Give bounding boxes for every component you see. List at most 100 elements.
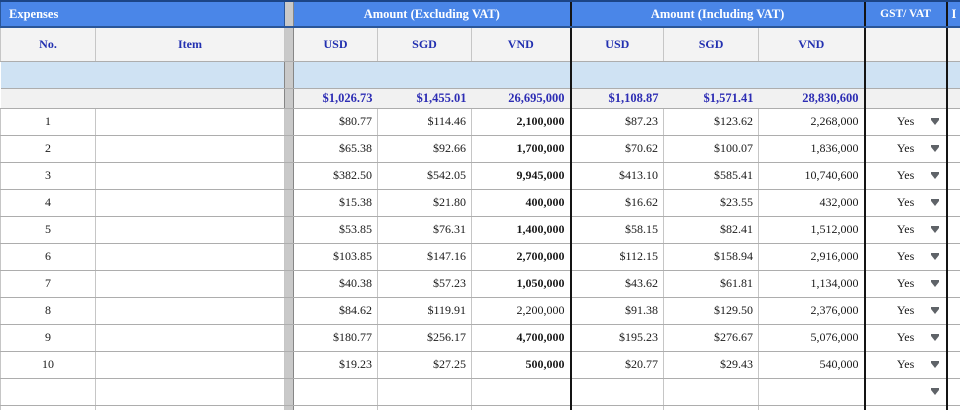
- cell-item[interactable]: [94, 162, 286, 190]
- cell-sgd-excl[interactable]: $92.66: [377, 135, 473, 163]
- col-header-usd-excl[interactable]: USD: [293, 27, 379, 62]
- cell-no[interactable]: 6: [0, 243, 96, 271]
- band-cell[interactable]: [293, 61, 571, 89]
- cell-sgd-excl[interactable]: $76.31: [377, 216, 473, 244]
- cell-usd-excl[interactable]: $40.38: [293, 270, 379, 298]
- cell-vnd-excl[interactable]: 2,200,000: [471, 297, 572, 325]
- cell-vnd-excl[interactable]: 1,700,000: [471, 135, 572, 163]
- cell-sgd-excl[interactable]: $27.25: [377, 351, 473, 379]
- cell-sgd-excl[interactable]: [377, 405, 473, 410]
- cell-usd-excl[interactable]: $180.77: [293, 324, 379, 352]
- total-gst-empty[interactable]: [863, 88, 947, 109]
- gst-dropdown-arrow-icon[interactable]: [930, 387, 939, 395]
- cell-sgd-excl[interactable]: $119.91: [377, 297, 473, 325]
- totals-empty[interactable]: [0, 88, 285, 109]
- cell-no[interactable]: 2: [0, 135, 96, 163]
- cell-gst-vat[interactable]: Yes: [863, 324, 948, 352]
- gst-dropdown-arrow-icon[interactable]: [930, 144, 939, 152]
- section-header-expenses[interactable]: Expenses: [0, 0, 286, 28]
- cell-vnd-incl[interactable]: 2,376,000: [758, 297, 866, 325]
- cell-vnd-excl[interactable]: 2,700,000: [471, 243, 572, 271]
- total-sgd-excl[interactable]: $1,455.01: [377, 88, 472, 109]
- col-header-sgd-incl[interactable]: SGD: [663, 27, 760, 62]
- gst-dropdown-arrow-icon[interactable]: [930, 360, 939, 368]
- cell-sgd-excl[interactable]: $21.80: [377, 189, 473, 217]
- cell-usd-excl[interactable]: $15.38: [293, 189, 379, 217]
- cell-usd-incl[interactable]: [569, 378, 665, 406]
- cell-item[interactable]: [94, 378, 286, 406]
- cell-vnd-excl[interactable]: 500,000: [471, 351, 572, 379]
- cell-sgd-excl[interactable]: $114.46: [377, 108, 473, 136]
- cell-vnd-incl[interactable]: 2,268,000: [758, 108, 866, 136]
- band-cell[interactable]: [0, 61, 285, 89]
- cell-gst-vat[interactable]: [863, 405, 948, 410]
- cell-no[interactable]: 1: [0, 108, 96, 136]
- col-header-sgd-excl[interactable]: SGD: [377, 27, 473, 62]
- cell-no[interactable]: 9: [0, 324, 96, 352]
- cell-item[interactable]: [94, 189, 286, 217]
- cell-vnd-excl[interactable]: 4,700,000: [471, 324, 572, 352]
- cell-usd-excl[interactable]: $53.85: [293, 216, 379, 244]
- cell-vnd-incl[interactable]: [758, 405, 866, 410]
- gst-dropdown-arrow-icon[interactable]: [930, 117, 939, 125]
- cell-sgd-excl[interactable]: $147.16: [377, 243, 473, 271]
- cell-usd-excl[interactable]: $382.50: [293, 162, 379, 190]
- cell-gst-vat[interactable]: Yes: [863, 270, 948, 298]
- cell-gst-vat[interactable]: Yes: [863, 351, 948, 379]
- cell-usd-incl[interactable]: $20.77: [569, 351, 665, 379]
- cell-sgd-incl[interactable]: $276.67: [663, 324, 760, 352]
- cell-vnd-incl[interactable]: 5,076,000: [758, 324, 866, 352]
- cell-vnd-incl[interactable]: 1,512,000: [758, 216, 866, 244]
- section-header-excl-vat[interactable]: Amount (Excluding VAT): [293, 0, 572, 28]
- cell-sgd-excl[interactable]: $57.23: [377, 270, 473, 298]
- cell-vnd-excl[interactable]: 1,400,000: [471, 216, 572, 244]
- cell-sgd-incl[interactable]: $123.62: [663, 108, 760, 136]
- cell-vnd-excl[interactable]: 1,050,000: [471, 270, 572, 298]
- cell-usd-incl[interactable]: $43.62: [569, 270, 665, 298]
- total-sgd-incl[interactable]: $1,571.41: [663, 88, 759, 109]
- gst-dropdown-arrow-icon[interactable]: [930, 279, 939, 287]
- cell-usd-incl[interactable]: $195.23: [569, 324, 665, 352]
- cell-vnd-incl[interactable]: 2,916,000: [758, 243, 866, 271]
- section-header-incl-vat[interactable]: Amount (Including VAT): [569, 0, 866, 28]
- total-usd-incl[interactable]: $1,108.87: [569, 88, 664, 109]
- cell-sgd-excl[interactable]: $256.17: [377, 324, 473, 352]
- cell-item[interactable]: [94, 108, 286, 136]
- cell-item[interactable]: [94, 405, 286, 410]
- cell-usd-excl[interactable]: [293, 405, 379, 410]
- total-vnd-incl[interactable]: 28,830,600: [758, 88, 865, 109]
- cell-gst-vat[interactable]: [863, 378, 948, 406]
- cell-sgd-incl[interactable]: [663, 378, 760, 406]
- cell-vnd-excl[interactable]: [471, 378, 572, 406]
- cell-no[interactable]: 10: [0, 351, 96, 379]
- band-cell[interactable]: [863, 61, 947, 89]
- cell-gst-vat[interactable]: Yes: [863, 135, 948, 163]
- cell-item[interactable]: [94, 324, 286, 352]
- gst-dropdown-arrow-icon[interactable]: [930, 306, 939, 314]
- cell-vnd-incl[interactable]: 432,000: [758, 189, 866, 217]
- cell-vnd-incl[interactable]: 540,000: [758, 351, 866, 379]
- cell-usd-incl[interactable]: $87.23: [569, 108, 665, 136]
- cell-gst-vat[interactable]: Yes: [863, 243, 948, 271]
- cell-no[interactable]: [0, 378, 96, 406]
- cell-gst-vat[interactable]: Yes: [863, 108, 948, 136]
- cell-sgd-excl[interactable]: [377, 378, 473, 406]
- band-cell[interactable]: [569, 61, 865, 89]
- cell-vnd-excl[interactable]: 9,945,000: [471, 162, 572, 190]
- cell-no[interactable]: 4: [0, 189, 96, 217]
- cell-sgd-incl[interactable]: $129.50: [663, 297, 760, 325]
- cell-vnd-incl[interactable]: 10,740,600: [758, 162, 866, 190]
- cell-vnd-excl[interactable]: 2,100,000: [471, 108, 572, 136]
- section-header-gst-vat[interactable]: GST/ VAT: [863, 0, 948, 28]
- cell-sgd-incl[interactable]: [663, 405, 760, 410]
- cell-usd-incl[interactable]: $91.38: [569, 297, 665, 325]
- cell-item[interactable]: [94, 297, 286, 325]
- cell-no[interactable]: [0, 405, 96, 410]
- cell-usd-incl[interactable]: $16.62: [569, 189, 665, 217]
- cell-vnd-incl[interactable]: 1,836,000: [758, 135, 866, 163]
- col-header-item[interactable]: Item: [94, 27, 286, 62]
- col-header-vnd-excl[interactable]: VND: [471, 27, 572, 62]
- col-header-vnd-incl[interactable]: VND: [758, 27, 866, 62]
- cell-usd-incl[interactable]: $70.62: [569, 135, 665, 163]
- gst-dropdown-arrow-icon[interactable]: [930, 171, 939, 179]
